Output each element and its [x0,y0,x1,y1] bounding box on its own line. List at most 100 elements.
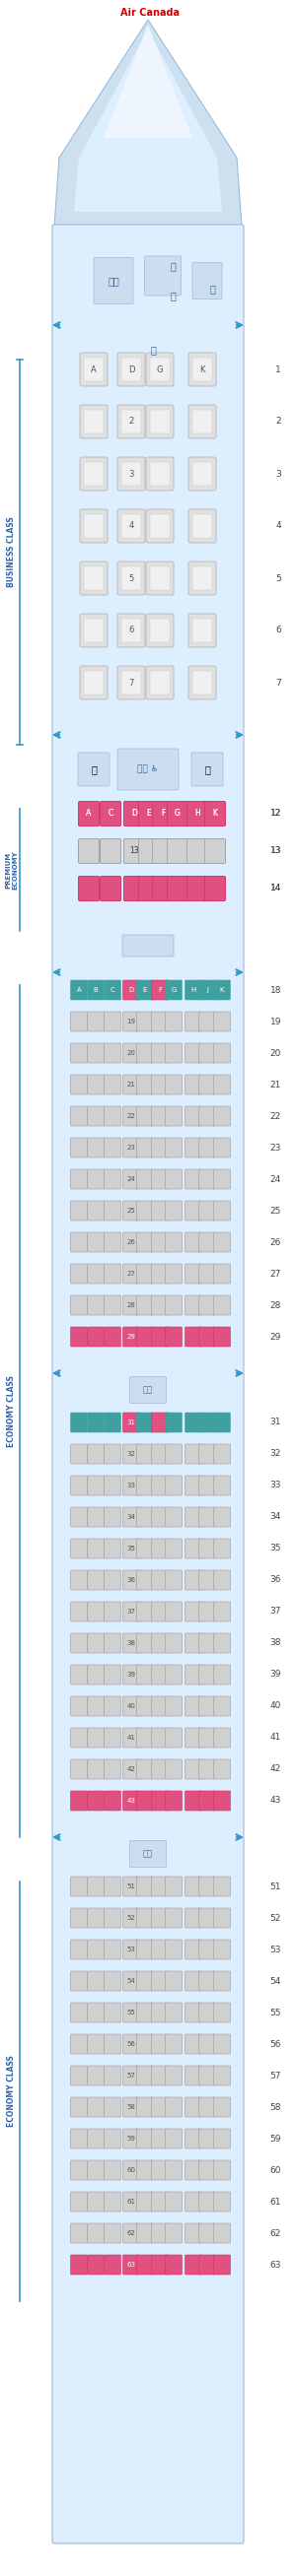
FancyBboxPatch shape [187,840,208,863]
FancyBboxPatch shape [123,2002,140,2022]
FancyBboxPatch shape [165,2128,182,2148]
FancyBboxPatch shape [214,1664,230,1685]
FancyBboxPatch shape [185,1200,202,1221]
Text: D: D [131,809,137,819]
FancyBboxPatch shape [123,2066,140,2087]
Text: C: C [108,809,113,819]
FancyBboxPatch shape [80,613,107,647]
Text: 22: 22 [270,1113,281,1121]
FancyBboxPatch shape [87,1445,104,1463]
Text: D: D [128,366,134,374]
FancyBboxPatch shape [137,2128,153,2148]
FancyBboxPatch shape [167,876,188,902]
FancyBboxPatch shape [87,1728,104,1747]
Text: 55: 55 [270,2009,281,2017]
FancyBboxPatch shape [150,358,170,381]
FancyBboxPatch shape [123,1571,140,1589]
FancyBboxPatch shape [137,2066,153,2087]
Text: 3: 3 [128,469,134,479]
FancyBboxPatch shape [104,1074,121,1095]
Text: 13: 13 [270,848,281,855]
FancyBboxPatch shape [199,1507,215,1528]
FancyBboxPatch shape [87,2128,104,2148]
FancyBboxPatch shape [70,1571,87,1589]
FancyBboxPatch shape [205,840,226,863]
FancyBboxPatch shape [70,1170,87,1190]
FancyBboxPatch shape [104,2128,121,2148]
FancyBboxPatch shape [192,515,212,538]
FancyBboxPatch shape [70,1633,87,1654]
Text: 61: 61 [270,2197,281,2205]
Text: 6: 6 [128,626,134,634]
Polygon shape [104,26,192,139]
Text: 👤👤: 👤👤 [143,1850,153,1857]
FancyBboxPatch shape [214,1728,230,1747]
FancyBboxPatch shape [146,404,174,438]
FancyBboxPatch shape [214,1538,230,1558]
Text: 32: 32 [270,1450,281,1458]
FancyBboxPatch shape [146,613,174,647]
FancyBboxPatch shape [104,1445,121,1463]
FancyBboxPatch shape [214,2192,230,2213]
FancyBboxPatch shape [123,1043,140,1064]
Text: 38: 38 [127,1641,136,1646]
FancyBboxPatch shape [104,1602,121,1620]
FancyBboxPatch shape [137,1170,153,1190]
FancyBboxPatch shape [152,2161,168,2179]
FancyBboxPatch shape [187,801,208,827]
FancyBboxPatch shape [100,801,121,827]
Text: 52: 52 [127,1914,136,1922]
FancyBboxPatch shape [165,2254,182,2275]
FancyBboxPatch shape [214,1200,230,1221]
FancyBboxPatch shape [87,1231,104,1252]
FancyBboxPatch shape [152,1571,168,1589]
FancyBboxPatch shape [199,1909,215,1927]
Text: 👤👤 ♿: 👤👤 ♿ [137,765,159,773]
FancyBboxPatch shape [78,840,99,863]
FancyBboxPatch shape [104,1940,121,1960]
FancyBboxPatch shape [165,1728,182,1747]
FancyBboxPatch shape [185,1602,202,1620]
FancyBboxPatch shape [70,1012,87,1030]
FancyBboxPatch shape [104,1412,121,1432]
FancyBboxPatch shape [185,1940,202,1960]
Text: 53: 53 [127,1947,136,1953]
FancyBboxPatch shape [124,840,144,863]
FancyBboxPatch shape [214,2161,230,2179]
Text: 25: 25 [270,1206,281,1216]
FancyBboxPatch shape [137,1265,153,1283]
Text: 51: 51 [127,1883,136,1888]
FancyBboxPatch shape [137,1231,153,1252]
FancyBboxPatch shape [70,1790,87,1811]
FancyBboxPatch shape [87,2035,104,2053]
FancyBboxPatch shape [205,876,226,902]
FancyBboxPatch shape [80,456,107,489]
FancyBboxPatch shape [104,1476,121,1494]
FancyBboxPatch shape [104,1170,121,1190]
FancyBboxPatch shape [137,1200,153,1221]
FancyBboxPatch shape [152,840,173,863]
FancyBboxPatch shape [124,801,144,827]
Text: 31: 31 [270,1417,281,1427]
Text: 13: 13 [129,848,139,855]
FancyBboxPatch shape [124,876,144,902]
FancyBboxPatch shape [167,840,188,863]
Text: G: G [175,809,181,819]
FancyBboxPatch shape [165,2161,182,2179]
Text: 12: 12 [270,809,281,819]
FancyBboxPatch shape [185,2128,202,2148]
FancyBboxPatch shape [187,876,208,902]
FancyBboxPatch shape [137,1633,153,1654]
Text: 14: 14 [270,884,281,894]
FancyBboxPatch shape [87,1170,104,1190]
FancyBboxPatch shape [152,1507,168,1528]
FancyBboxPatch shape [84,461,104,487]
FancyBboxPatch shape [104,1507,121,1528]
FancyBboxPatch shape [199,2035,215,2053]
Text: 🥤: 🥤 [204,765,210,775]
FancyBboxPatch shape [70,1296,87,1316]
FancyBboxPatch shape [205,801,226,827]
Text: 20: 20 [127,1051,136,1056]
FancyBboxPatch shape [165,1265,182,1283]
FancyBboxPatch shape [70,1476,87,1494]
